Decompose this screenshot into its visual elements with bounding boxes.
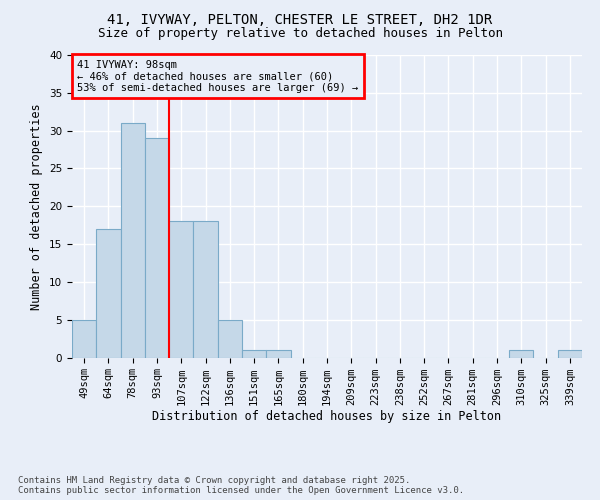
Text: 41 IVYWAY: 98sqm
← 46% of detached houses are smaller (60)
53% of semi-detached : 41 IVYWAY: 98sqm ← 46% of detached house… <box>77 60 358 92</box>
Text: 41, IVYWAY, PELTON, CHESTER LE STREET, DH2 1DR: 41, IVYWAY, PELTON, CHESTER LE STREET, D… <box>107 12 493 26</box>
Text: Contains HM Land Registry data © Crown copyright and database right 2025.
Contai: Contains HM Land Registry data © Crown c… <box>18 476 464 495</box>
Bar <box>242 350 266 358</box>
Bar <box>266 350 290 358</box>
Bar <box>558 350 582 358</box>
Bar <box>218 320 242 358</box>
Bar <box>72 320 96 358</box>
Bar <box>145 138 169 358</box>
Bar <box>509 350 533 358</box>
Text: Size of property relative to detached houses in Pelton: Size of property relative to detached ho… <box>97 28 503 40</box>
Bar <box>96 229 121 358</box>
Y-axis label: Number of detached properties: Number of detached properties <box>31 103 43 310</box>
Bar <box>169 222 193 358</box>
Bar <box>193 222 218 358</box>
Bar <box>121 123 145 358</box>
X-axis label: Distribution of detached houses by size in Pelton: Distribution of detached houses by size … <box>152 410 502 424</box>
